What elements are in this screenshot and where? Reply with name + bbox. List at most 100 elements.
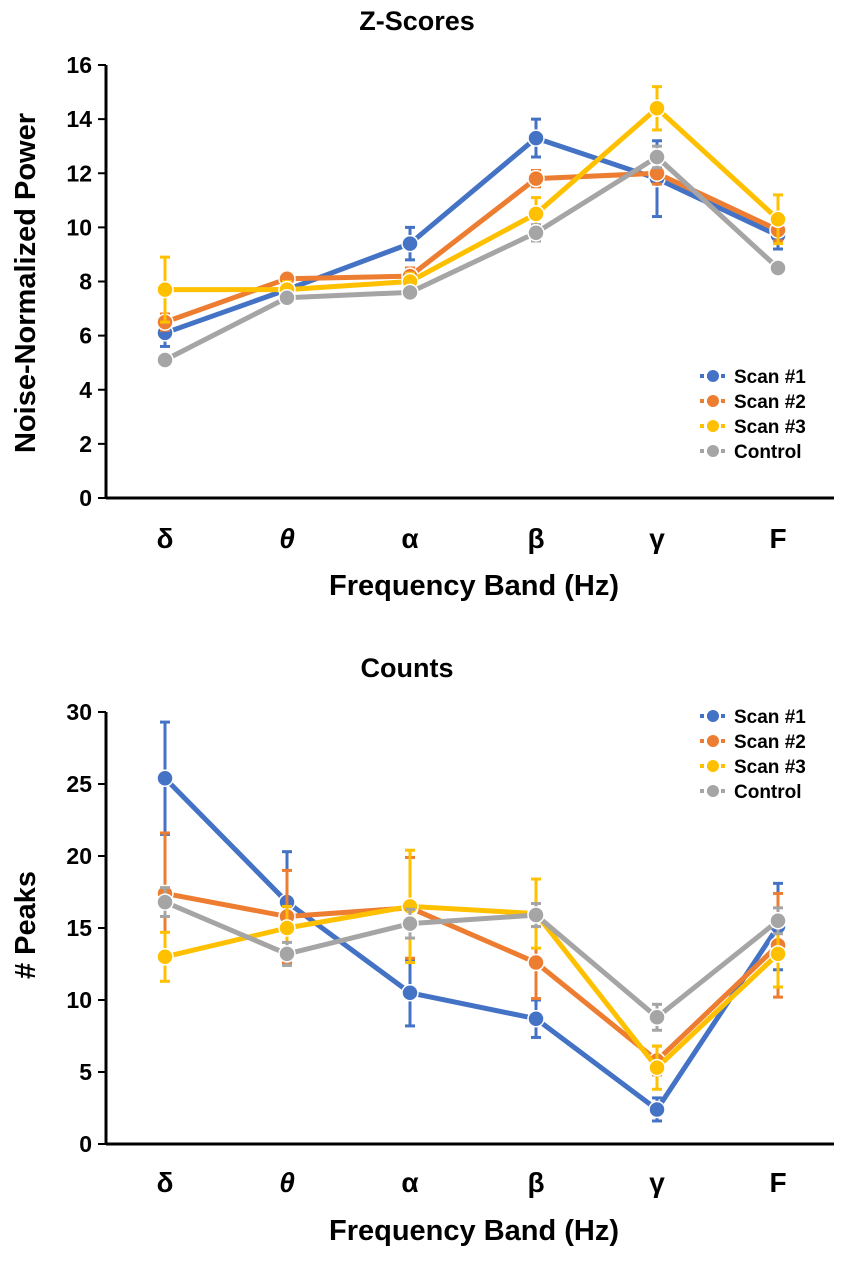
- zscores-chart: Z-Scores Noise-Normalized Power Frequenc…: [10, 6, 834, 602]
- legend-item: Scan #2: [700, 392, 806, 413]
- x-category-label: α: [401, 523, 418, 554]
- legend-item: Scan #2: [700, 732, 806, 753]
- data-point: [648, 1008, 666, 1027]
- x-category-label: θ: [279, 523, 295, 554]
- series-scan-3: [156, 85, 787, 324]
- x-category-label: F: [769, 1167, 786, 1198]
- series-line: [164, 903, 780, 1071]
- counts-plot-area: 0 5 10 15 20 25 30 δ θ α β γ F: [66, 699, 834, 1198]
- x-category-label: α: [401, 1167, 418, 1198]
- series-control: [156, 144, 787, 369]
- legend-item: Control: [700, 442, 802, 463]
- zscores-legend: Scan #1 Scan #2 Scan #3 Control: [700, 367, 806, 463]
- counts-xlabel: Frequency Band (Hz): [329, 1215, 619, 1247]
- legend-label: Scan #3: [734, 417, 806, 438]
- data-point: [527, 906, 545, 924]
- legend-item: Scan #1: [700, 367, 806, 388]
- x-category-label: δ: [157, 1167, 174, 1198]
- y-tick-label: 16: [66, 52, 92, 78]
- data-point: [648, 1100, 666, 1119]
- zscores-title: Z-Scores: [359, 6, 475, 36]
- legend-swatch-marker: [707, 760, 719, 772]
- y-tick-label: 10: [66, 214, 92, 240]
- legend-label: Scan #1: [734, 367, 806, 388]
- y-tick-label: 6: [79, 323, 92, 349]
- counts-title: Counts: [361, 653, 454, 683]
- legend-label: Control: [734, 782, 802, 803]
- data-point: [527, 953, 545, 972]
- series-line: [163, 154, 780, 363]
- series-line: [163, 776, 781, 1112]
- data-point: [156, 769, 174, 787]
- data-point: [278, 919, 296, 937]
- x-category-label: γ: [649, 1167, 665, 1198]
- legend-item: Scan #3: [700, 757, 806, 778]
- data-point: [769, 945, 787, 963]
- x-category-label: θ: [279, 1167, 295, 1198]
- series-scan-1: [156, 117, 787, 348]
- data-point: [527, 129, 545, 147]
- data-point: [156, 280, 174, 299]
- y-tick-label: 0: [79, 1131, 92, 1157]
- y-tick-label: 10: [66, 987, 92, 1013]
- y-tick-label: 30: [66, 699, 92, 725]
- data-point: [769, 210, 787, 229]
- series-line: [164, 890, 780, 1063]
- x-category-label: γ: [649, 523, 665, 554]
- y-tick-label: 2: [79, 431, 92, 457]
- counts-legend: Scan #1 Scan #2 Scan #3 Control: [700, 707, 806, 803]
- legend-swatch-marker: [707, 735, 719, 747]
- data-point: [278, 288, 296, 307]
- data-point: [401, 283, 419, 302]
- data-point: [156, 948, 174, 966]
- data-point: [527, 205, 545, 223]
- zscores-ylabel: Noise-Normalized Power: [10, 113, 42, 453]
- legend-label: Scan #3: [734, 757, 806, 778]
- x-category-label: F: [769, 523, 786, 554]
- legend-label: Control: [734, 442, 802, 463]
- y-tick-label: 15: [66, 915, 92, 941]
- series-line: [165, 105, 780, 293]
- data-point: [648, 99, 666, 118]
- data-point: [156, 893, 174, 911]
- legend-item: Control: [700, 782, 802, 803]
- data-point: [527, 224, 545, 242]
- y-tick-label: 4: [79, 377, 92, 403]
- data-point: [156, 351, 174, 369]
- data-point: [278, 945, 296, 963]
- counts-chart: Counts # Peaks Frequency Band (Hz) 0 5 10 1…: [10, 653, 834, 1247]
- series-line: [164, 170, 780, 325]
- legend-swatch-marker: [707, 420, 719, 432]
- legend-swatch-marker: [707, 710, 719, 722]
- y-tick-label: 14: [66, 106, 92, 132]
- data-point: [648, 148, 666, 166]
- data-point: [769, 912, 787, 930]
- data-point: [527, 1009, 545, 1028]
- counts-ylabel: # Peaks: [10, 871, 42, 979]
- series-line: [164, 899, 780, 1020]
- y-tick-label: 25: [66, 771, 92, 797]
- y-tick-label: 8: [79, 269, 92, 295]
- x-category-label: β: [527, 523, 544, 554]
- x-category-label: δ: [157, 523, 174, 554]
- x-category-label: β: [527, 1167, 544, 1198]
- legend-label: Scan #1: [734, 707, 806, 728]
- legend-label: Scan #2: [734, 732, 806, 753]
- y-tick-label: 0: [79, 485, 92, 511]
- y-tick-label: 20: [66, 843, 92, 869]
- y-tick-label: 5: [79, 1059, 92, 1085]
- series-line: [164, 135, 780, 336]
- legend-item: Scan #1: [700, 707, 806, 728]
- series-control: [156, 886, 787, 1032]
- data-point: [401, 234, 419, 253]
- legend-swatch-marker: [707, 395, 719, 407]
- zscores-plot-area: 0 2 4 6 8 10 12 14 16 δ θ α β γ F: [66, 52, 834, 554]
- data-point: [648, 1058, 666, 1077]
- data-point: [401, 914, 419, 933]
- legend-swatch-marker: [707, 370, 719, 382]
- data-point: [527, 169, 545, 188]
- legend-item: Scan #3: [700, 417, 806, 438]
- data-point: [769, 259, 787, 277]
- y-tick-label: 12: [66, 160, 92, 186]
